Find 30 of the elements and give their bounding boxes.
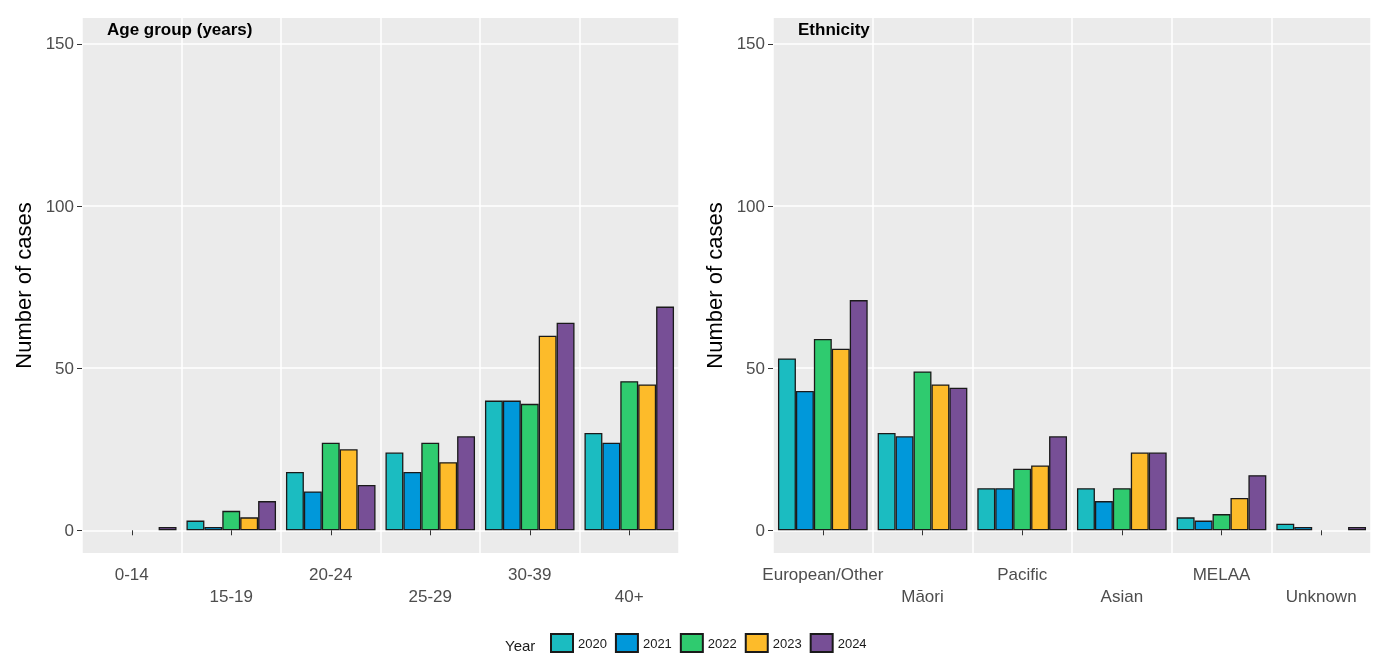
y-tick-label: 0: [64, 520, 74, 540]
y-tick-label: 150: [736, 34, 765, 54]
y-axis-title: Number of cases: [11, 202, 37, 369]
chart-title: Ethnicity: [798, 20, 871, 39]
y-tick-label: 100: [45, 196, 74, 216]
y-axis-title: Number of cases: [702, 202, 728, 369]
x-tick-label: 30-39: [508, 564, 552, 584]
x-tick-label: 0-14: [114, 564, 149, 584]
legend-label: 2024: [837, 635, 867, 651]
y-tick-label: 100: [736, 196, 765, 216]
y-tick-label: 150: [45, 34, 74, 54]
x-tick-label: Pacific: [997, 564, 1048, 584]
legend-label: 2022: [707, 635, 737, 651]
legend-label: 2020: [578, 635, 607, 651]
x-tick-label: 25-29: [408, 586, 452, 606]
legend-title: Year: [505, 637, 536, 654]
chart-title: Age group (years): [107, 20, 253, 39]
x-tick-label: European/Other: [762, 564, 884, 584]
y-tick-label: 50: [746, 358, 765, 378]
y-tick-label: 50: [55, 358, 74, 378]
x-tick-label: MELAA: [1192, 564, 1251, 584]
x-tick-label: Māori: [901, 586, 944, 606]
x-tick-label: Asian: [1100, 586, 1144, 606]
x-tick-label: 15-19: [209, 586, 253, 606]
legend-label: 2021: [642, 635, 672, 651]
x-tick-label: 40+: [614, 586, 644, 606]
y-tick-label: 0: [755, 520, 765, 540]
x-tick-label: Unknown: [1285, 586, 1357, 606]
x-tick-label: 20-24: [309, 564, 353, 584]
legend-label: 2023: [772, 635, 802, 651]
